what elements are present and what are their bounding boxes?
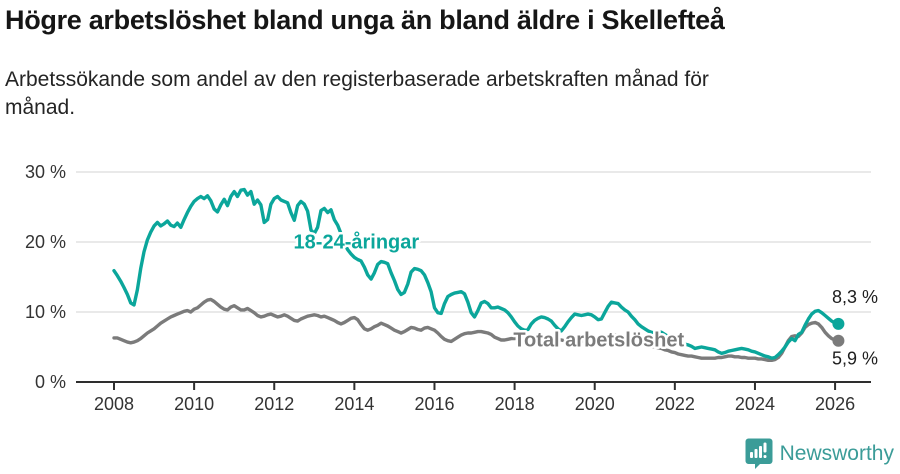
x-tick-label: 2026	[815, 394, 855, 414]
end-value-label-youth: 8,3 %	[832, 287, 878, 307]
end-value-label-total: 5,9 %	[832, 349, 878, 369]
y-tick-label: 0 %	[35, 372, 66, 392]
x-tick-label: 2012	[254, 394, 294, 414]
chart-subtitle-line-2: månad.	[5, 95, 76, 119]
x-tick-label: 2010	[174, 394, 214, 414]
x-tick-label: 2016	[414, 394, 454, 414]
series-label-18-24-ringar: 18-24-åringar	[294, 230, 420, 253]
chart-subtitle: Arbetssökande som andel av den registerb…	[5, 66, 709, 122]
series-line-total-arbetsl-shet	[112, 297, 841, 363]
brand-name: Newsworthy	[779, 441, 894, 465]
y-tick-label: 30 %	[25, 162, 66, 182]
x-tick-label: 2014	[334, 394, 374, 414]
x-tick-label: 2024	[735, 394, 775, 414]
x-tick-label: 2020	[575, 394, 615, 414]
chart-title: Högre arbetslöshet bland unga än bland ä…	[5, 5, 725, 35]
chart-subtitle-line-1: Arbetssökande som andel av den registerb…	[5, 68, 709, 91]
line-chart-canvas: 0 % 10 % 20 % 30 % 2008 2010 2012 2014 2016 2018 2…	[25, 162, 880, 414]
y-tick-label: 10 %	[25, 302, 66, 322]
series-label-total-arbetsl-shet: Total arbetslöshet	[513, 329, 684, 351]
series-end-dot-total	[832, 334, 845, 347]
series-end-dot-youth	[832, 317, 845, 330]
y-tick-label: 20 %	[25, 232, 66, 252]
x-tick-label: 2022	[655, 394, 695, 414]
x-tick-label: 2008	[94, 394, 134, 414]
newsworthy-logo-icon	[745, 438, 773, 469]
x-tick-label: 2018	[495, 394, 535, 414]
series-line-18-24-ringar	[112, 187, 841, 360]
brand-footer: Newsworthy	[745, 438, 894, 469]
